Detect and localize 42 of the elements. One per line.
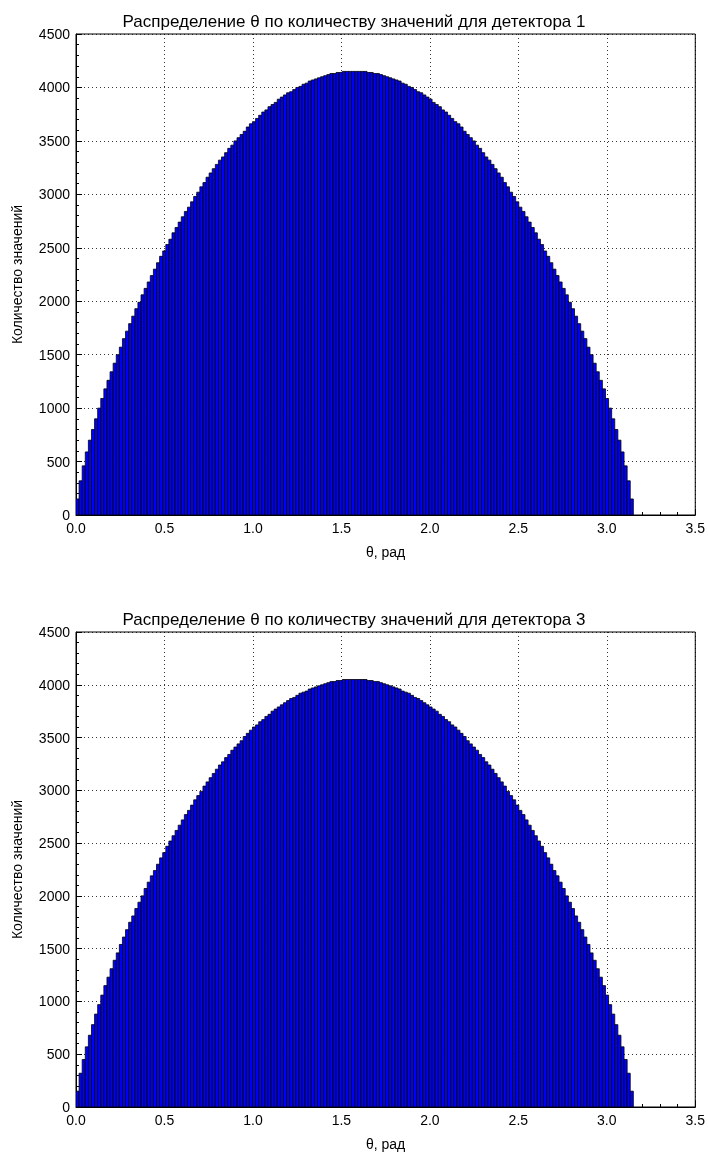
y-tick-label: 3500: [38, 132, 71, 149]
chart-title: Распределение θ по количеству значений для детектора 1: [122, 12, 586, 31]
x-tick-label: 0.0: [66, 1112, 86, 1128]
y-tick-label: 0: [62, 507, 71, 523]
y-tick-label: 0: [62, 1099, 71, 1115]
y-tick-label: 1500: [38, 346, 71, 363]
y-tick-label: 2000: [38, 887, 71, 904]
x-axis-title: θ, рад: [365, 1136, 406, 1152]
y-tick-label: 2500: [38, 239, 71, 256]
x-tick-label: 3.0: [597, 1112, 617, 1128]
y-tick-label: 2500: [38, 835, 71, 852]
y-tick-label: 2000: [38, 293, 71, 310]
x-tick-label: 2.5: [508, 1112, 529, 1128]
x-tick-label: 1.0: [243, 520, 263, 536]
y-tick-label: 4500: [38, 26, 71, 42]
chart-title: Распределение θ по количеству значений для детектора 3: [122, 610, 586, 629]
x-tick-label: 0.5: [154, 520, 175, 536]
y-axis-title: Количество значений: [9, 799, 25, 940]
x-tick-label: 1.5: [331, 1112, 352, 1128]
y-tick-label: 4500: [38, 624, 71, 640]
y-tick-label: 500: [46, 453, 71, 470]
x-tick-label: 2.0: [420, 520, 440, 536]
y-axis-title: Количество значений: [9, 204, 25, 345]
y-tick-label: 1000: [38, 400, 71, 417]
x-tick-label: 0.5: [154, 1112, 175, 1128]
x-tick-label: 0.0: [66, 520, 86, 536]
y-tick-label: 3000: [38, 186, 71, 203]
y-tick-label: 4000: [38, 79, 71, 96]
x-tick-label: 1.0: [243, 1112, 263, 1128]
x-tick-label: 3.5: [685, 1112, 706, 1128]
x-tick-label: 2.0: [420, 1112, 440, 1128]
x-tick-label: 3.0: [597, 520, 617, 536]
x-tick-label: 1.5: [331, 520, 352, 536]
x-axis-title: θ, рад: [365, 544, 406, 560]
y-tick-label: 4000: [38, 676, 71, 693]
x-tick-label: 2.5: [508, 520, 529, 536]
y-tick-label: 1500: [38, 940, 71, 957]
y-tick-label: 500: [46, 1046, 71, 1063]
y-tick-label: 3000: [38, 782, 71, 799]
y-tick-label: 3500: [38, 729, 71, 746]
x-tick-label: 3.5: [685, 520, 706, 536]
y-tick-label: 1000: [38, 993, 71, 1010]
